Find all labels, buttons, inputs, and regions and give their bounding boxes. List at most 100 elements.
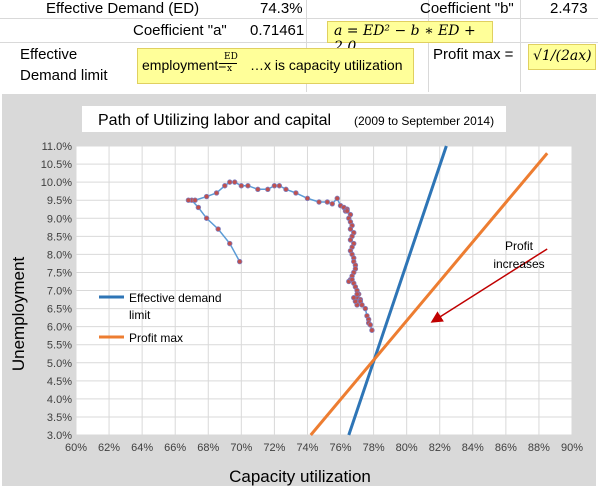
fraction-bar — [223, 63, 237, 64]
tick-labels: 60% 62% 64% 66% 68% 70% 72% 74% 76% 78% 80% 82% 84% 8… — [41, 141, 583, 454]
y-tick-label: 5.5% — [47, 340, 72, 352]
chart-container[interactable]: 60% 62% 64% 66% 68% 70% 72% 74% 76% 78% 80% 82% 84% 8… — [2, 94, 596, 486]
y-tick-label: 6.5% — [47, 304, 72, 316]
path-data-point — [203, 193, 210, 200]
y-tick-label: 3.5% — [47, 412, 72, 424]
x-tick-label: 88% — [528, 442, 550, 454]
path-data-point — [185, 197, 192, 203]
path-data-point — [367, 322, 373, 328]
grid-lines — [75, 145, 573, 436]
x-tick-label: 72% — [263, 442, 285, 454]
coefficient-a-value-cell[interactable]: 0.71461 — [250, 22, 305, 39]
y-tick-label: 9.5% — [47, 195, 72, 207]
y-tick-label: 4.0% — [47, 394, 72, 406]
x-tick-label: 80% — [396, 442, 418, 454]
grid-line — [0, 42, 598, 43]
legend-label-profit-max: Profit max — [129, 331, 183, 345]
x-tick-label: 68% — [197, 442, 219, 454]
path-data-point — [232, 179, 238, 185]
path-data-point — [236, 258, 243, 265]
legend-label-effective-demand: Effective demand — [129, 291, 222, 305]
path-data-point — [344, 208, 350, 214]
x-tick-label: 66% — [164, 442, 186, 454]
x-tick-label: 82% — [429, 442, 451, 454]
x-tick-label: 76% — [330, 442, 352, 454]
coefficient-a-label-cell[interactable]: Coefficient "a" — [133, 22, 227, 39]
x-axis-label: Capacity utilization — [229, 467, 371, 486]
path-data-point — [329, 201, 335, 207]
annotation-text-line2: increases — [493, 257, 544, 271]
path-data-point — [283, 186, 289, 193]
path-data-point — [369, 327, 375, 333]
path-data-point — [359, 302, 365, 308]
coefficient-b-value-cell[interactable]: 2.473 — [550, 0, 588, 17]
chart-title: Path of Utilizing labor and capital — [98, 112, 331, 129]
employment-numerator: ED — [224, 52, 238, 62]
path-data-point — [203, 215, 210, 221]
path-data-point — [245, 183, 251, 189]
y-tick-label: 10.0% — [41, 177, 72, 189]
path-data-point — [215, 226, 221, 232]
legend-label-effective-demand-line2: limit — [129, 308, 151, 322]
grid-line — [520, 0, 521, 92]
path-data-point — [347, 226, 354, 232]
path-data-point — [293, 190, 299, 196]
ed-value-cell[interactable]: 74.3% — [260, 0, 303, 17]
employment-prefix: employment= — [142, 57, 227, 73]
x-tick-label: 64% — [131, 442, 153, 454]
profit-max-line — [309, 152, 549, 436]
annotations: Profit increases — [430, 239, 548, 323]
y-tick-label: 8.0% — [47, 249, 72, 261]
y-tick-label: 10.5% — [41, 159, 72, 171]
chart-svg: 60% 62% 64% 66% 68% 70% 72% 74% 76% 78% 80% 82% 84% 8… — [9, 106, 583, 486]
ed-limit-label-line1[interactable]: Effective — [20, 46, 78, 63]
x-tick-label: 74% — [296, 442, 318, 454]
spreadsheet-area: Effective Demand (ED) 74.3% Coefficient … — [0, 0, 598, 92]
y-tick-label: 3.0% — [47, 430, 72, 442]
y-tick-label: 7.5% — [47, 267, 72, 279]
effective-demand-limit-line — [347, 145, 448, 436]
y-tick-label: 11.0% — [42, 141, 73, 153]
coefficient-b-label-cell[interactable]: Coefficient "b" — [420, 0, 514, 17]
y-tick-label: 4.5% — [47, 376, 72, 388]
path-data-point — [195, 204, 202, 211]
series-layer — [185, 145, 549, 436]
ed-limit-label-line2[interactable]: Demand limit — [20, 67, 108, 84]
x-tick-label: 78% — [363, 442, 385, 454]
chart-title-box — [82, 106, 506, 132]
employment-formula-box: employment= ED x …x is capacity utilizat… — [137, 48, 414, 84]
y-tick-label: 8.5% — [47, 231, 72, 243]
path-data-point — [222, 183, 228, 189]
path-data-point — [354, 291, 360, 297]
path-data-point — [227, 240, 233, 247]
profit-max-label-cell[interactable]: Profit max = — [433, 46, 514, 63]
ed-label-cell[interactable]: Effective Demand (ED) — [46, 0, 200, 17]
a-formula-box: a = ED² − b ∗ ED + 2.0 — [327, 21, 493, 55]
y-tick-label: 9.0% — [47, 213, 72, 225]
y-tick-label: 6.0% — [47, 322, 72, 334]
profit-increase-arrow — [430, 248, 548, 323]
y-tick-label: 5.0% — [47, 358, 72, 370]
employment-denominator: x — [227, 64, 233, 74]
annotation-text-line1: Profit — [505, 239, 534, 253]
profit-max-formula-text: √1/(2ax) — [533, 48, 592, 64]
legend[interactable]: Effective demand limit Profit max — [99, 291, 222, 345]
path-data-point — [238, 183, 245, 189]
profit-max-formula-box: √1/(2ax) — [528, 44, 596, 70]
x-tick-label: 84% — [462, 442, 484, 454]
path-data-point — [304, 195, 311, 202]
path-data-point — [351, 295, 357, 301]
path-data-point — [347, 237, 354, 243]
y-axis-label: Unemployment — [9, 257, 28, 372]
path-data-point — [213, 190, 220, 196]
y-tick-label: 7.0% — [47, 286, 72, 298]
path-data-point — [265, 186, 271, 193]
path-data-point — [334, 195, 340, 202]
path-data-point — [276, 183, 283, 189]
employment-suffix: …x is capacity utilization — [250, 57, 403, 73]
chart-subtitle: (2009 to September 2014) — [354, 114, 494, 128]
path-data-point — [227, 179, 233, 185]
path-data-point — [324, 199, 331, 205]
path-data-point — [316, 199, 322, 205]
grid-line — [306, 0, 307, 92]
